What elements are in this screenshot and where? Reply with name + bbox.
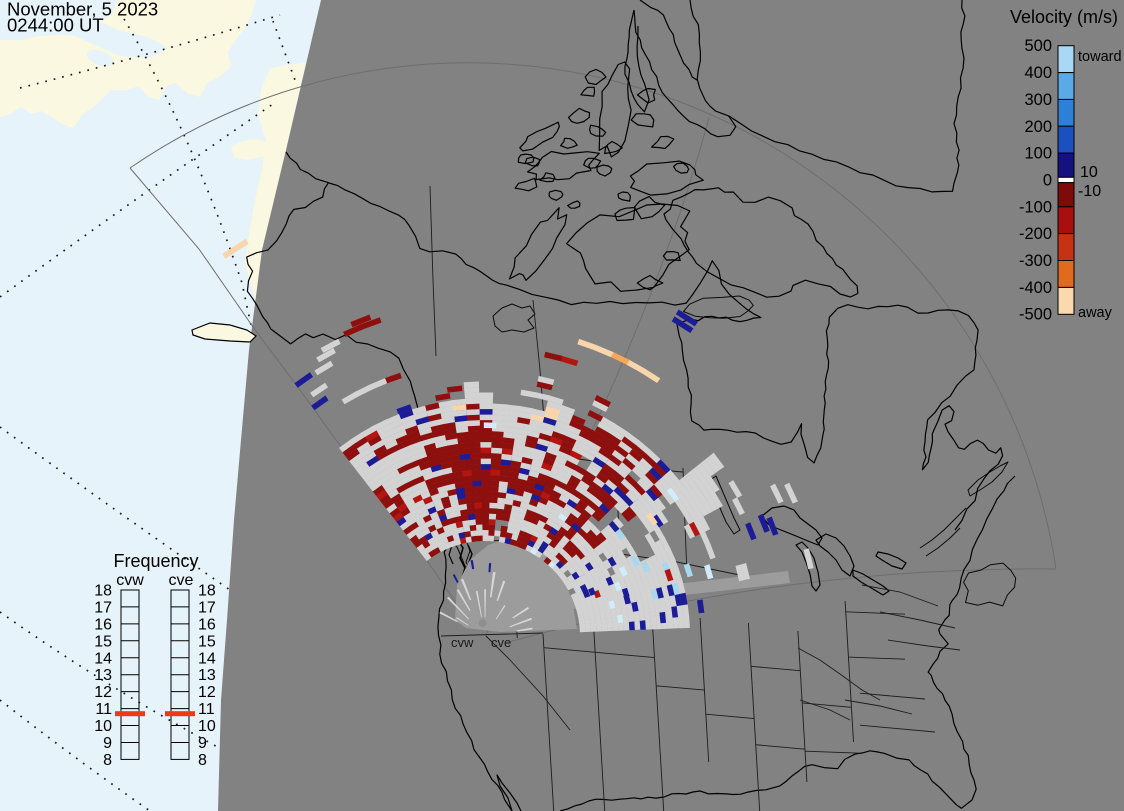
svg-text:toward: toward [1078,49,1122,65]
svg-text:-300: -300 [1019,252,1052,270]
svg-text:17: 17 [94,599,112,616]
svg-text:16: 16 [94,616,112,633]
svg-text:100: 100 [1024,145,1052,163]
svg-text:cvw: cvw [451,635,474,650]
svg-text:Velocity (m/s): Velocity (m/s) [1010,7,1118,27]
svg-text:300: 300 [1024,91,1052,109]
svg-text:12: 12 [198,684,216,701]
svg-text:17: 17 [198,599,216,616]
svg-text:15: 15 [198,633,216,650]
svg-text:14: 14 [198,650,216,667]
svg-text:9: 9 [198,735,207,752]
svg-text:0244:00 UT: 0244:00 UT [7,15,104,36]
svg-text:18: 18 [198,583,216,600]
svg-text:November, 5 2023: November, 5 2023 [7,0,158,20]
svg-text:9: 9 [103,735,112,752]
svg-text:0: 0 [1043,171,1052,189]
svg-text:16: 16 [198,616,216,633]
svg-text:400: 400 [1024,64,1052,82]
svg-text:11: 11 [95,701,112,718]
svg-text:Frequency: Frequency [113,551,198,571]
svg-text:-500: -500 [1019,306,1052,324]
svg-text:13: 13 [198,667,216,684]
svg-text:cvw: cvw [116,572,144,589]
svg-text:away: away [1078,305,1113,321]
svg-text:cve: cve [491,635,511,650]
svg-text:-200: -200 [1019,225,1052,243]
svg-text:10: 10 [1080,164,1098,181]
svg-text:15: 15 [94,633,112,650]
svg-text:13: 13 [94,667,112,684]
svg-text:-400: -400 [1019,279,1052,297]
svg-text:14: 14 [94,650,112,667]
svg-text:8: 8 [198,752,207,769]
svg-text:8: 8 [103,752,112,769]
svg-text:-100: -100 [1019,198,1052,216]
svg-text:18: 18 [94,583,112,600]
svg-text:-10: -10 [1078,183,1101,200]
svg-text:11: 11 [198,701,215,718]
svg-text:10: 10 [94,718,112,735]
svg-text:cve: cve [169,572,194,589]
svg-text:500: 500 [1024,37,1052,55]
svg-text:12: 12 [94,684,112,701]
svg-text:200: 200 [1024,118,1052,136]
svg-text:10: 10 [198,718,216,735]
